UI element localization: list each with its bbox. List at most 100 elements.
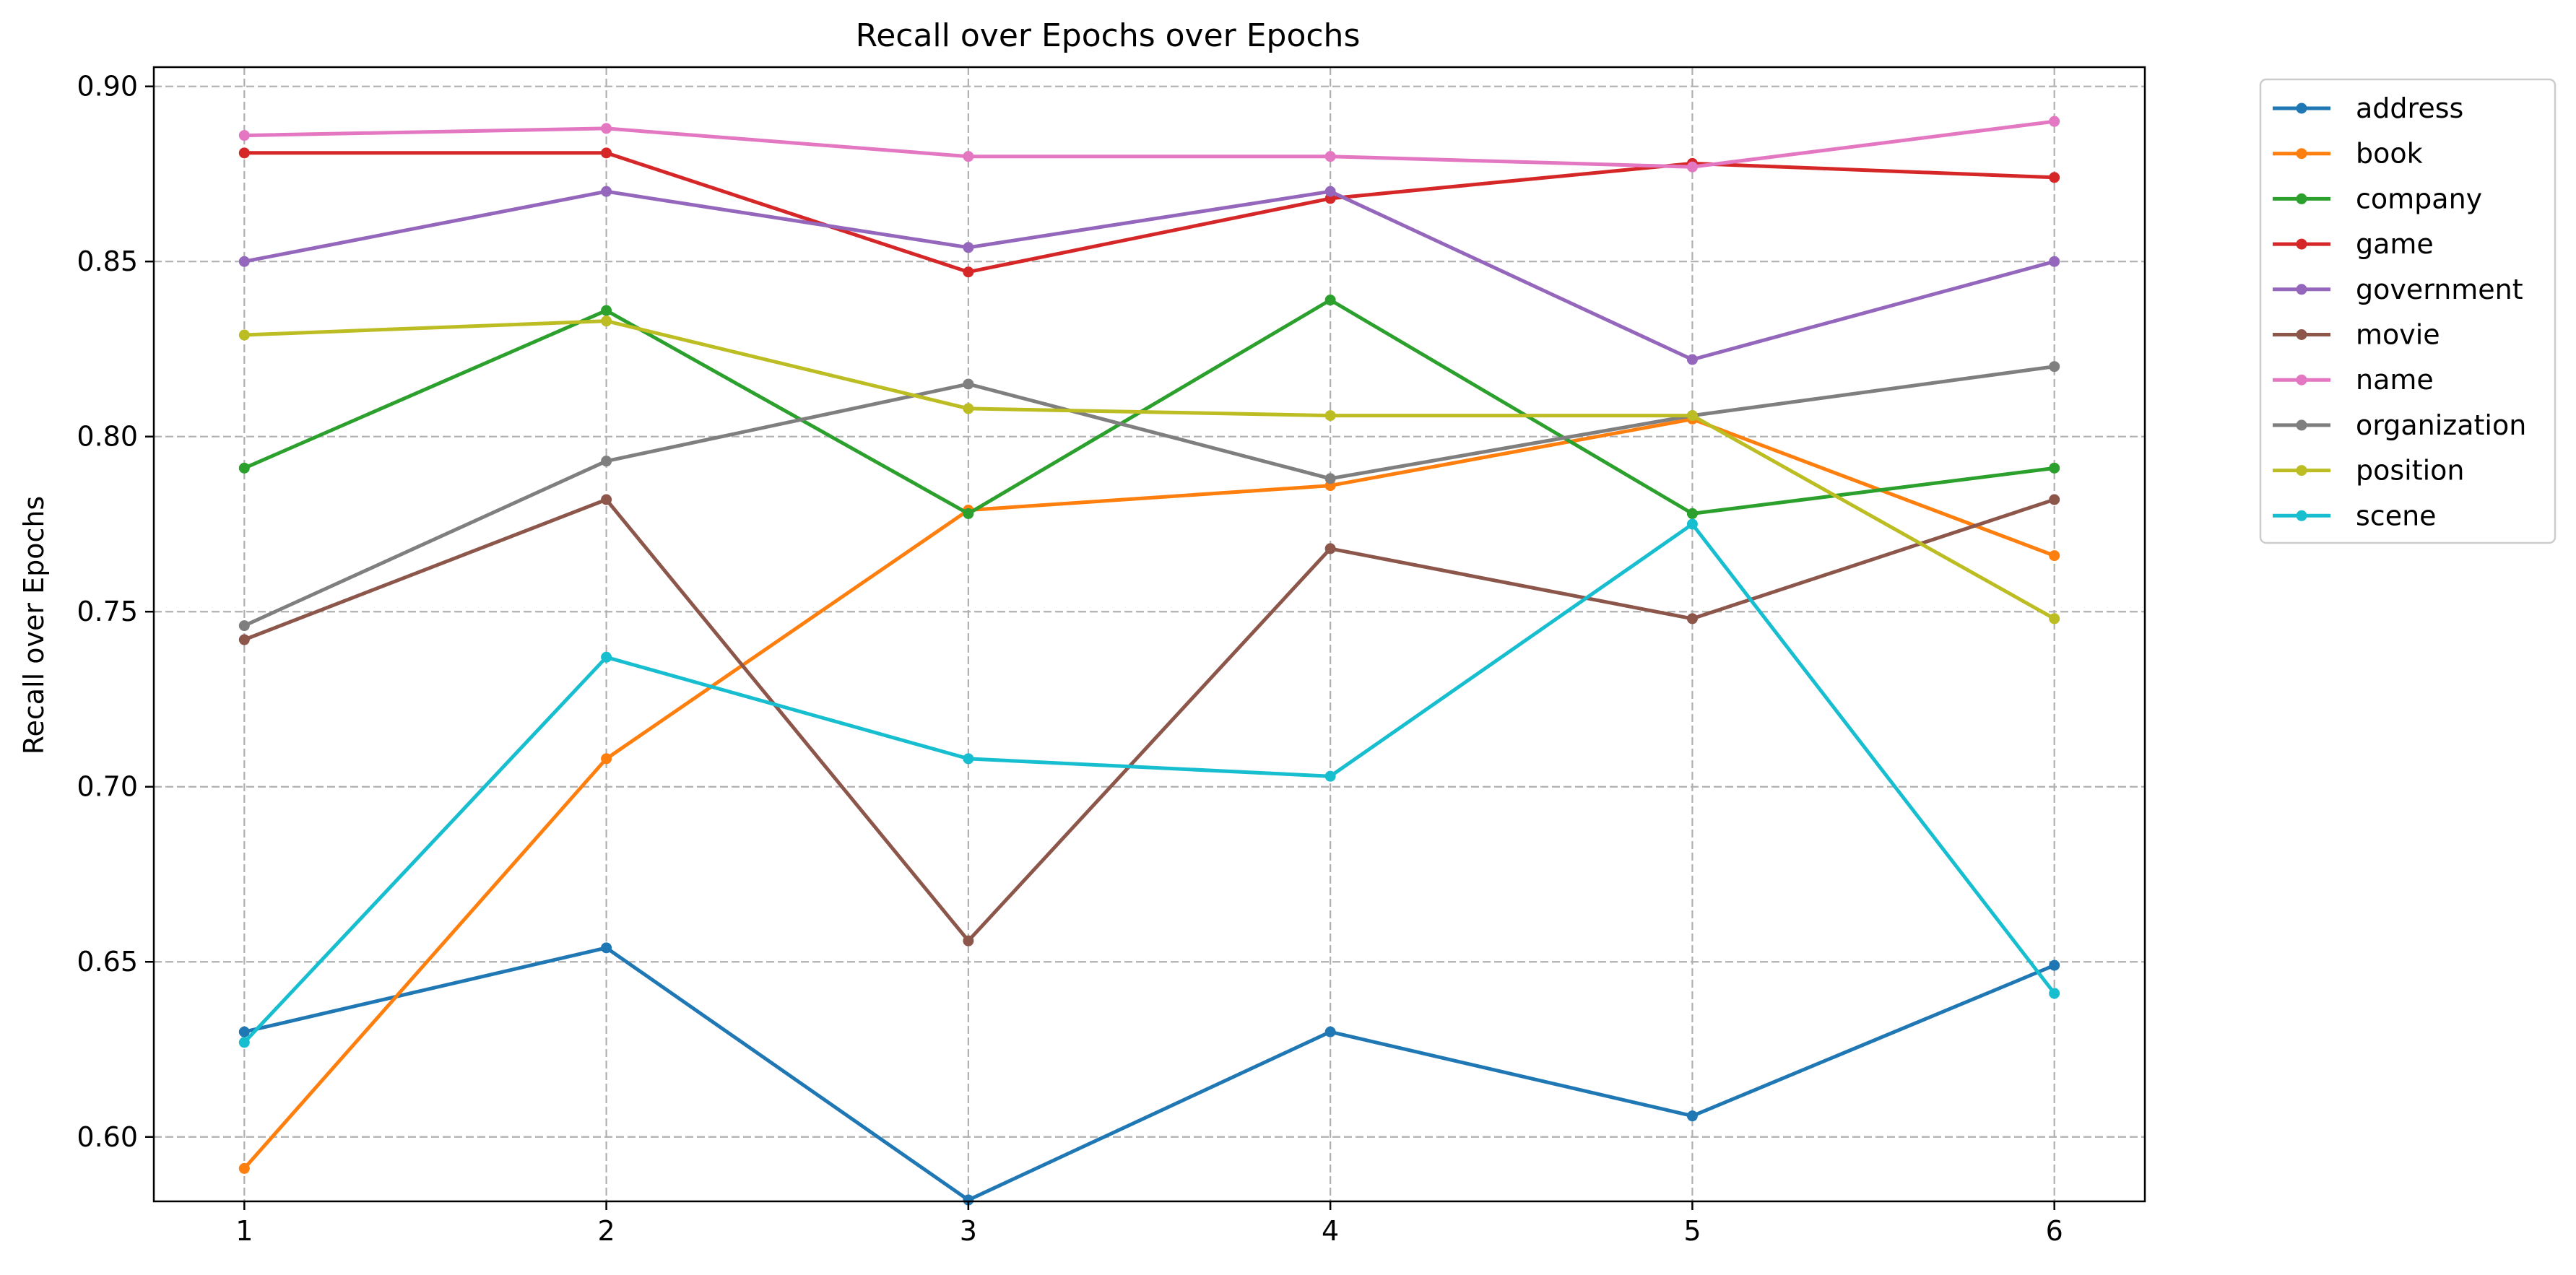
series-line-position xyxy=(242,319,2057,621)
legend-item-position: position xyxy=(2273,455,2465,487)
x-tick-label: 1 xyxy=(235,1215,253,1247)
data-point-name xyxy=(2049,116,2060,127)
legend-swatch-marker xyxy=(2296,510,2307,521)
y-axis-label: Recall over Epochs xyxy=(18,496,50,754)
series-movie xyxy=(238,494,2060,947)
legend-swatch-marker xyxy=(2296,374,2307,386)
data-point-game xyxy=(2049,172,2060,183)
data-point-company xyxy=(1324,295,1336,306)
x-tick-label: 3 xyxy=(960,1215,977,1247)
legend-frame xyxy=(2259,78,2557,544)
data-point-scene xyxy=(601,651,612,663)
data-point-movie xyxy=(1686,613,1698,625)
data-point-movie xyxy=(963,935,974,947)
data-point-organization xyxy=(1324,473,1336,484)
y-axis-ticks: 0.60 0.65 0.70 0.75 0.80 0.85 0.90 xyxy=(77,71,154,1153)
series-line-scene xyxy=(242,522,2057,1045)
chart-title: Recall over Epochs over Epochs xyxy=(856,17,1361,54)
series-line-name xyxy=(242,119,2057,169)
series-line-book xyxy=(242,417,2057,1170)
series-scene xyxy=(238,518,2060,1048)
data-point-movie xyxy=(238,634,250,645)
data-point-government xyxy=(963,242,974,253)
legend-item-name: name xyxy=(2273,364,2434,396)
series-line-address xyxy=(242,946,2057,1202)
series-company xyxy=(238,295,2060,519)
legend-item-book: book xyxy=(2273,138,2423,170)
legend-swatch-marker xyxy=(2296,193,2307,204)
series-line-organization xyxy=(242,365,2057,628)
y-tick-label: 0.90 xyxy=(77,71,138,103)
data-point-government xyxy=(601,186,612,197)
data-point-organization xyxy=(238,620,250,632)
series-game xyxy=(238,147,2060,278)
grid-lines xyxy=(154,67,2145,1201)
data-point-game xyxy=(238,147,250,159)
data-point-company xyxy=(2049,462,2060,474)
legend-item-scene: scene xyxy=(2273,500,2437,531)
legend-swatch-marker xyxy=(2296,284,2307,295)
data-point-book xyxy=(238,1162,250,1174)
legend-label: position xyxy=(2356,455,2465,487)
legend-label: organization xyxy=(2356,409,2526,441)
x-tick-label: 4 xyxy=(1322,1215,1339,1247)
data-point-game xyxy=(963,266,974,278)
series-line-company xyxy=(242,298,2057,515)
data-point-movie xyxy=(1324,543,1336,554)
legend-label: game xyxy=(2356,228,2434,260)
y-tick-label: 0.70 xyxy=(77,771,138,803)
data-point-government xyxy=(2049,256,2060,267)
series-organization xyxy=(238,361,2060,632)
data-point-book xyxy=(601,753,612,765)
data-point-organization xyxy=(2049,361,2060,373)
legend-swatch-marker xyxy=(2296,329,2307,340)
data-point-position xyxy=(238,329,250,341)
x-tick-label: 2 xyxy=(597,1215,615,1247)
data-point-company xyxy=(963,508,974,519)
legend-label: scene xyxy=(2356,500,2437,531)
series-line-government xyxy=(242,189,2057,362)
series-lines xyxy=(238,116,2060,1206)
legend: address book company game government movie nam… xyxy=(2259,78,2557,544)
data-point-address xyxy=(601,942,612,954)
data-point-organization xyxy=(601,456,612,467)
series-government xyxy=(238,186,2060,365)
x-tick-label: 6 xyxy=(2046,1215,2063,1247)
series-book xyxy=(238,413,2060,1174)
data-point-address xyxy=(238,1026,250,1037)
series-line-game xyxy=(242,151,2057,274)
plot-area-frame xyxy=(152,66,2146,1203)
x-tick-label: 5 xyxy=(1683,1215,1701,1247)
y-tick-label: 0.75 xyxy=(77,596,138,627)
legend-label: movie xyxy=(2356,319,2440,351)
data-point-government xyxy=(238,256,250,267)
data-point-company xyxy=(601,305,612,316)
data-point-name xyxy=(1324,151,1336,162)
data-point-address xyxy=(2049,959,2060,971)
series-name xyxy=(238,116,2060,173)
data-point-company xyxy=(238,462,250,474)
data-point-scene xyxy=(2049,988,2060,999)
series-address xyxy=(238,942,2060,1206)
legend-item-game: game xyxy=(2273,228,2434,260)
data-point-position xyxy=(963,403,974,414)
data-point-government xyxy=(1686,354,1698,365)
data-point-government xyxy=(1324,186,1336,197)
legend-label: government xyxy=(2356,274,2523,305)
data-point-game xyxy=(601,147,612,159)
legend-swatch-marker xyxy=(2296,238,2307,250)
legend-label: name xyxy=(2356,364,2434,396)
data-point-movie xyxy=(2049,494,2060,505)
data-point-name xyxy=(963,151,974,162)
data-point-company xyxy=(1686,508,1698,519)
data-point-scene xyxy=(1324,770,1336,782)
series-position xyxy=(238,316,2060,625)
data-point-address xyxy=(1324,1026,1336,1037)
legend-swatch-marker xyxy=(2296,419,2307,431)
data-point-position xyxy=(1324,410,1336,422)
data-point-position xyxy=(2049,613,2060,625)
data-point-name xyxy=(1686,161,1698,173)
data-point-name xyxy=(601,123,612,134)
legend-item-movie: movie xyxy=(2273,319,2440,351)
